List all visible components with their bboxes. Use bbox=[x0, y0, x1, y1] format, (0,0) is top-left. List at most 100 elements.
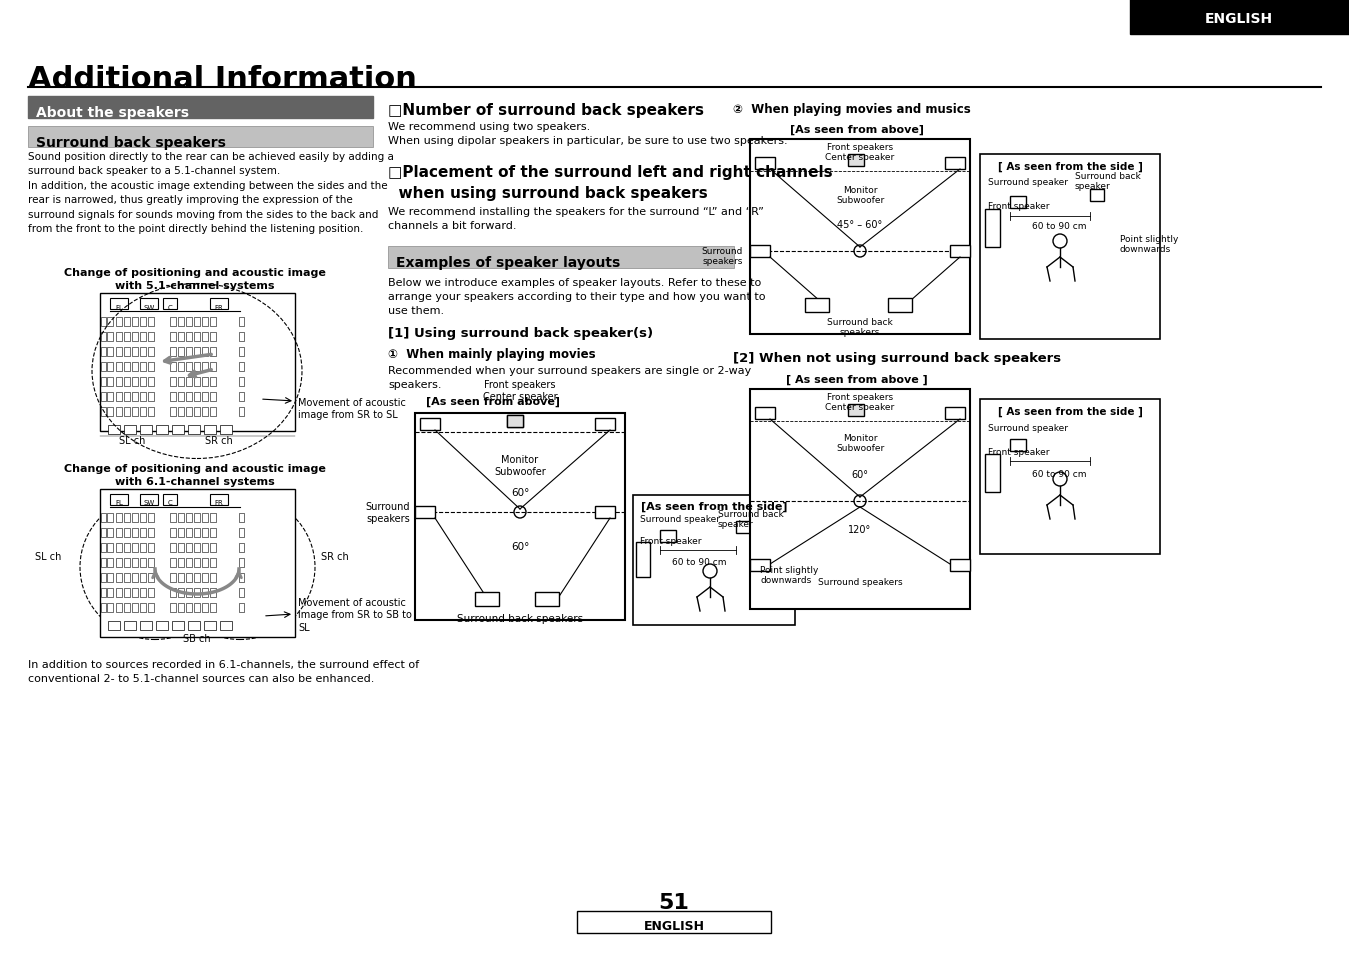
Bar bbox=[173, 621, 183, 630]
Bar bbox=[420, 418, 440, 431]
Bar bbox=[805, 298, 830, 313]
Bar bbox=[107, 543, 113, 553]
Text: Surround speaker: Surround speaker bbox=[987, 423, 1068, 433]
Bar bbox=[239, 514, 244, 522]
Bar bbox=[849, 405, 863, 416]
Bar bbox=[239, 408, 244, 416]
Bar bbox=[107, 317, 113, 327]
Bar bbox=[170, 529, 175, 537]
Bar bbox=[220, 426, 232, 435]
Bar bbox=[178, 317, 183, 327]
Bar bbox=[148, 408, 154, 416]
Text: FL: FL bbox=[115, 499, 123, 505]
Text: 45° – 60°: 45° – 60° bbox=[838, 220, 882, 230]
Bar bbox=[1090, 190, 1103, 202]
Text: FR: FR bbox=[214, 499, 224, 505]
Bar bbox=[116, 348, 121, 356]
Bar bbox=[239, 348, 244, 356]
Bar bbox=[194, 603, 200, 613]
Text: Surround
speakers: Surround speakers bbox=[366, 501, 410, 523]
Bar bbox=[107, 333, 113, 341]
Bar bbox=[1010, 196, 1027, 209]
Bar bbox=[210, 558, 216, 567]
Text: ENGLISH: ENGLISH bbox=[643, 920, 704, 933]
Bar bbox=[202, 558, 208, 567]
Bar bbox=[140, 298, 158, 310]
Bar bbox=[194, 558, 200, 567]
Bar bbox=[101, 574, 107, 582]
Bar bbox=[239, 317, 244, 327]
Bar bbox=[124, 574, 130, 582]
Bar bbox=[140, 333, 146, 341]
Bar bbox=[210, 348, 216, 356]
Text: [ As seen from above ]: [ As seen from above ] bbox=[786, 375, 928, 385]
Bar bbox=[202, 514, 208, 522]
Bar bbox=[194, 348, 200, 356]
Bar bbox=[140, 588, 146, 598]
Bar bbox=[170, 317, 175, 327]
Text: 120°: 120° bbox=[849, 524, 871, 535]
Bar bbox=[140, 558, 146, 567]
Bar bbox=[132, 377, 138, 387]
Text: Movement of acoustic
image from SR to SL: Movement of acoustic image from SR to SL bbox=[298, 397, 406, 420]
Bar bbox=[178, 363, 183, 372]
Text: SW: SW bbox=[143, 305, 155, 311]
Text: [ As seen from the side ]: [ As seen from the side ] bbox=[997, 407, 1143, 416]
Text: □Number of surround back speakers: □Number of surround back speakers bbox=[389, 103, 704, 118]
Bar bbox=[116, 558, 121, 567]
Text: SR ch: SR ch bbox=[205, 436, 233, 446]
Bar bbox=[156, 621, 169, 630]
Bar bbox=[107, 603, 113, 613]
Text: [2] When not using surround back speakers: [2] When not using surround back speaker… bbox=[733, 352, 1062, 365]
Bar bbox=[178, 377, 183, 387]
Bar bbox=[140, 348, 146, 356]
Bar bbox=[194, 317, 200, 327]
Bar bbox=[186, 543, 192, 553]
Bar bbox=[28, 127, 374, 148]
Bar bbox=[148, 558, 154, 567]
Bar bbox=[170, 377, 175, 387]
Bar bbox=[178, 348, 183, 356]
Text: In addition to sources recorded in 6.1-channels, the surround effect of
conventi: In addition to sources recorded in 6.1-c… bbox=[28, 659, 420, 683]
Text: 60 to 90 cm: 60 to 90 cm bbox=[1032, 470, 1086, 478]
Bar bbox=[170, 543, 175, 553]
Text: FR: FR bbox=[214, 305, 224, 311]
Bar bbox=[178, 393, 183, 401]
Text: 60°: 60° bbox=[511, 488, 529, 497]
Bar bbox=[132, 514, 138, 522]
Bar bbox=[210, 333, 216, 341]
Bar bbox=[202, 588, 208, 598]
Bar bbox=[194, 529, 200, 537]
Bar bbox=[132, 588, 138, 598]
Bar bbox=[148, 529, 154, 537]
Bar bbox=[124, 543, 130, 553]
Bar bbox=[950, 559, 970, 572]
Bar bbox=[210, 377, 216, 387]
Text: 60°: 60° bbox=[851, 470, 869, 479]
Bar bbox=[204, 621, 216, 630]
Bar bbox=[210, 408, 216, 416]
Bar bbox=[28, 97, 374, 119]
Bar bbox=[107, 377, 113, 387]
Bar bbox=[194, 408, 200, 416]
Bar bbox=[170, 588, 175, 598]
Bar bbox=[985, 455, 1000, 493]
Bar bbox=[239, 377, 244, 387]
Bar bbox=[148, 348, 154, 356]
Bar bbox=[660, 531, 676, 542]
Bar bbox=[124, 621, 136, 630]
Bar bbox=[101, 393, 107, 401]
Bar bbox=[132, 603, 138, 613]
Text: Point slightly
downwards: Point slightly downwards bbox=[1120, 234, 1179, 254]
Bar bbox=[210, 298, 228, 310]
Bar bbox=[107, 408, 113, 416]
Bar bbox=[210, 603, 216, 613]
Bar bbox=[132, 408, 138, 416]
Bar bbox=[124, 393, 130, 401]
Bar bbox=[210, 514, 216, 522]
Bar bbox=[163, 298, 177, 310]
Bar bbox=[888, 298, 912, 313]
Bar bbox=[132, 543, 138, 553]
Bar bbox=[116, 574, 121, 582]
Text: Surround back
speaker: Surround back speaker bbox=[1075, 172, 1141, 192]
